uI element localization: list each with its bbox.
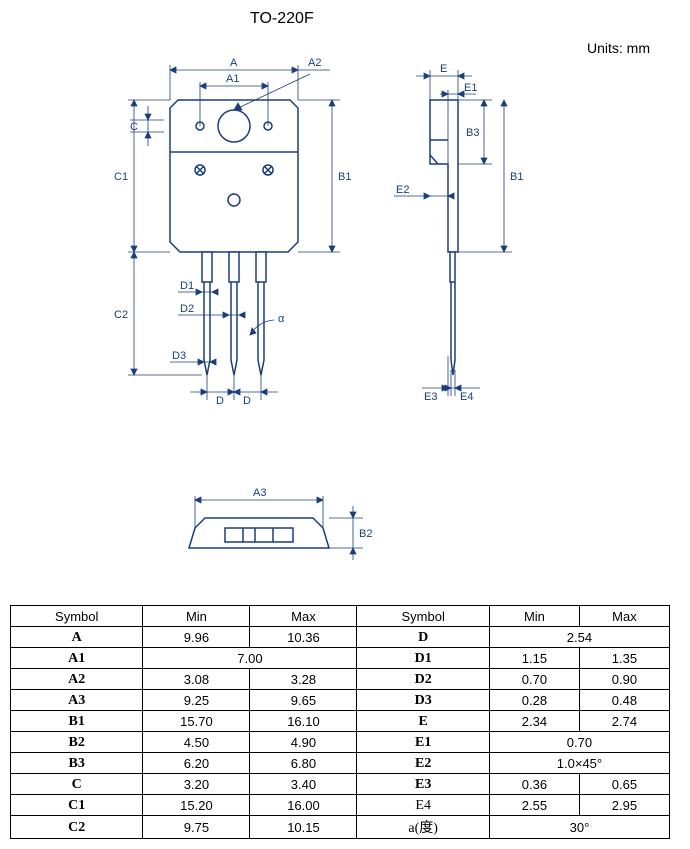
svg-text:D3: D3 [172,350,186,362]
svg-text:B2: B2 [359,528,372,540]
svg-text:A2: A2 [308,57,321,69]
table-header: Max [579,606,669,627]
svg-text:E3: E3 [424,391,437,403]
svg-text:A1: A1 [226,73,239,85]
svg-text:B1: B1 [338,171,351,183]
svg-text:A3: A3 [253,487,266,499]
table-row: A39.259.65D30.280.48 [11,690,670,711]
svg-text:D: D [243,395,251,407]
table-header: Max [250,606,357,627]
table-row: B36.206.80E21.0×45° [11,753,670,774]
svg-text:C2: C2 [114,309,128,321]
table-row: A23.083.28D20.700.90 [11,669,670,690]
table-header: Symbol [357,606,489,627]
svg-text:D2: D2 [180,303,194,315]
dimensions-table: SymbolMinMaxSymbolMinMax A9.9610.36D2.54… [10,605,670,839]
table-row: C29.7510.15a(度)30° [11,816,670,839]
svg-text:D1: D1 [180,280,194,292]
table-header: Min [143,606,250,627]
svg-text:E1: E1 [464,82,477,94]
table-row: C115.2016.00E42.552.95 [11,795,670,816]
svg-text:α: α [278,313,285,325]
table-row: B24.504.90E10.70 [11,732,670,753]
svg-text:E4: E4 [460,391,473,403]
svg-text:C1: C1 [114,171,128,183]
svg-text:B1: B1 [510,171,523,183]
package-diagram: A A1 A2 C [10,40,680,595]
svg-text:E2: E2 [396,184,409,196]
svg-text:E: E [440,63,447,75]
table-row: C3.203.40E30.360.65 [11,774,670,795]
table-row: A17.00D11.151.35 [11,648,670,669]
svg-text:D: D [216,395,224,407]
svg-text:B3: B3 [466,127,479,139]
table-row: A9.9610.36D2.54 [11,627,670,648]
table-header: Min [489,606,579,627]
table-row: B115.7016.10E2.342.74 [11,711,670,732]
package-title: TO-220F [250,10,314,28]
svg-text:A: A [230,57,238,69]
table-header: Symbol [11,606,143,627]
